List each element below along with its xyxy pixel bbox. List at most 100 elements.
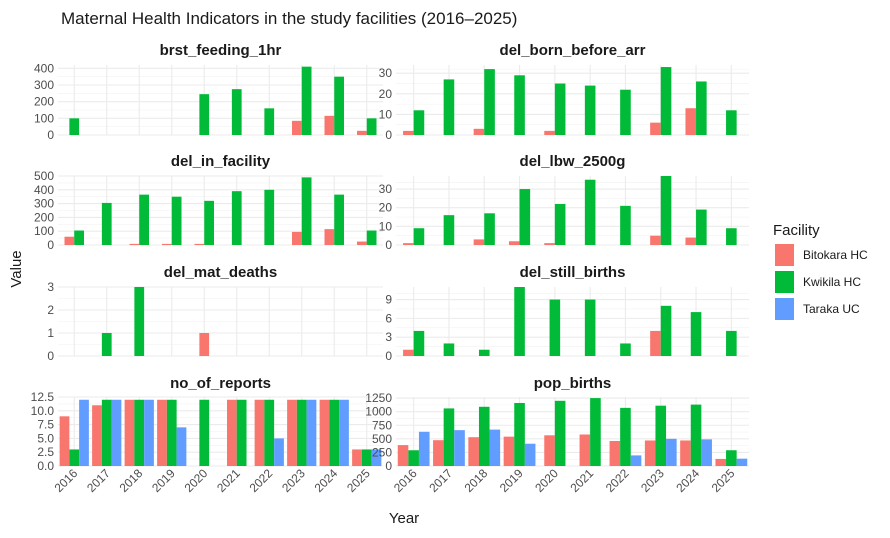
bar-bitokara-2019 <box>162 243 172 245</box>
x-tick-label: 2018 <box>462 466 491 495</box>
y-tick-label: 400 <box>34 61 54 75</box>
bar-taraka-2023 <box>306 399 317 466</box>
y-tick-label: 12.5 <box>31 390 55 404</box>
bar-bitokara-2020 <box>544 435 555 466</box>
bar-bitokara-2023 <box>650 122 661 135</box>
bar-kwikila-2020 <box>549 299 561 356</box>
x-tick-label: 2022 <box>247 466 276 495</box>
y-tick-label: 3 <box>385 330 392 344</box>
bar-bitokara-2023 <box>292 120 302 135</box>
panel-del_born_before_arr: del_born_before_arr 0 10 20 30 <box>379 42 749 142</box>
bar-kwikila-2024 <box>334 194 344 245</box>
legend-title: Facility <box>773 222 820 239</box>
bar-bitokara-2018 <box>473 239 485 245</box>
bar-bitokara-2025 <box>357 130 367 135</box>
x-tick-label: 2016 <box>52 466 81 495</box>
facet-panels: brst_feeding_1hr0100200300400del_born_be… <box>31 42 749 495</box>
bar-bitokara-2025 <box>357 241 367 245</box>
y-tick-label: 750 <box>372 418 392 432</box>
bar-kwikila-2025 <box>366 230 377 245</box>
y-tick-label: 0.0 <box>37 459 54 473</box>
y-tick-label: 3 <box>47 280 54 294</box>
bar-bitokara-2023 <box>292 231 302 245</box>
bar-taraka-2018 <box>144 399 154 466</box>
bar-kwikila-2017 <box>443 79 455 135</box>
bar-kwikila-2018 <box>139 194 149 245</box>
bar-kwikila-2016 <box>408 450 419 466</box>
panel-del_lbw_2500g: del_lbw_2500g 0 10 20 30 <box>379 153 749 252</box>
bar-taraka-2022 <box>274 438 284 466</box>
bar-kwikila-2023 <box>655 405 667 466</box>
panel-title: del_mat_deaths <box>164 264 277 281</box>
bar-kwikila-2023 <box>660 305 672 356</box>
y-tick-label: 0 <box>47 238 54 252</box>
panel-title: pop_births <box>534 375 612 392</box>
panel-title: del_born_before_arr <box>500 42 646 59</box>
bar-kwikila-2018 <box>484 69 495 135</box>
legend-key <box>775 244 794 266</box>
bar-bitokara-2025 <box>352 449 362 466</box>
panel-title: del_in_facility <box>171 153 271 170</box>
bar-kwikila-2024 <box>334 76 344 135</box>
bar-kwikila-2020 <box>199 399 210 466</box>
bar-kwikila-2024 <box>690 404 702 466</box>
y-tick-label: 10.0 <box>31 404 55 418</box>
bar-bitokara-2023 <box>644 440 656 466</box>
legend-item-bitokara: Bitokara HC <box>775 244 868 266</box>
bar-bitokara-2018 <box>473 128 485 135</box>
bar-bitokara-2024 <box>324 115 335 135</box>
bar-kwikila-2022 <box>620 205 631 245</box>
bar-kwikila-2019 <box>171 196 182 245</box>
bar-kwikila-2021 <box>236 399 247 466</box>
y-tick-label: 0 <box>385 128 392 142</box>
y-tick-label: 0 <box>47 128 54 142</box>
bar-kwikila-2021 <box>231 191 242 245</box>
bar-bitokara-2016 <box>403 130 414 135</box>
y-tick-label: 0 <box>385 349 392 363</box>
y-tick-label: 500 <box>372 432 392 446</box>
y-tick-label: 500 <box>34 169 54 183</box>
x-tick-label: 2020 <box>182 466 211 495</box>
bar-bitokara-2024 <box>685 108 697 135</box>
bar-kwikila-2018 <box>478 349 490 356</box>
bar-bitokara-2017 <box>92 405 102 466</box>
bar-bitokara-2024 <box>680 440 691 466</box>
y-tick-label: 1 <box>47 326 54 340</box>
bar-bitokara-2025 <box>715 458 727 466</box>
bar-bitokara-2023 <box>287 399 297 466</box>
y-tick-label: 30 <box>379 66 393 80</box>
bar-kwikila-2022 <box>264 189 275 245</box>
x-tick-label: 2016 <box>391 466 420 495</box>
bar-bitokara-2017 <box>433 440 444 466</box>
bar-kwikila-2023 <box>296 399 307 466</box>
bar-taraka-2025 <box>736 458 748 466</box>
x-tick-label: 2022 <box>603 466 632 495</box>
panel-brst_feeding_1hr: brst_feeding_1hr 0 100 200 300 400 <box>34 42 383 142</box>
y-tick-label: 1250 <box>365 391 392 405</box>
bar-kwikila-2017 <box>101 202 112 245</box>
y-tick-label: 0 <box>47 349 54 363</box>
bar-kwikila-2025 <box>366 118 377 135</box>
x-tick-label: 2025 <box>709 466 738 495</box>
y-tick-label: 7.5 <box>37 418 54 432</box>
bar-kwikila-2022 <box>620 343 631 356</box>
y-tick-label: 30 <box>379 182 393 196</box>
bar-kwikila-2021 <box>584 179 596 245</box>
bar-taraka-2017 <box>454 430 465 466</box>
bar-kwikila-2024 <box>696 81 707 135</box>
bar-bitokara-2024 <box>319 399 330 466</box>
bar-bitokara-2018 <box>124 399 135 466</box>
panel-title: del_still_births <box>520 264 626 281</box>
x-tick-label: 2020 <box>532 466 561 495</box>
bar-bitokara-2021 <box>579 434 591 466</box>
bar-kwikila-2020 <box>204 200 214 245</box>
bar-kwikila-2019 <box>166 399 177 466</box>
y-tick-label: 100 <box>34 111 54 125</box>
y-tick-label: 100 <box>34 224 54 238</box>
bar-kwikila-2025 <box>726 228 737 245</box>
y-tick-label: 400 <box>34 183 54 197</box>
x-tick-label: 2019 <box>497 466 526 495</box>
bar-kwikila-2017 <box>443 343 455 356</box>
panel-del_mat_deaths: del_mat_deaths 0 1 2 3 <box>47 264 383 363</box>
